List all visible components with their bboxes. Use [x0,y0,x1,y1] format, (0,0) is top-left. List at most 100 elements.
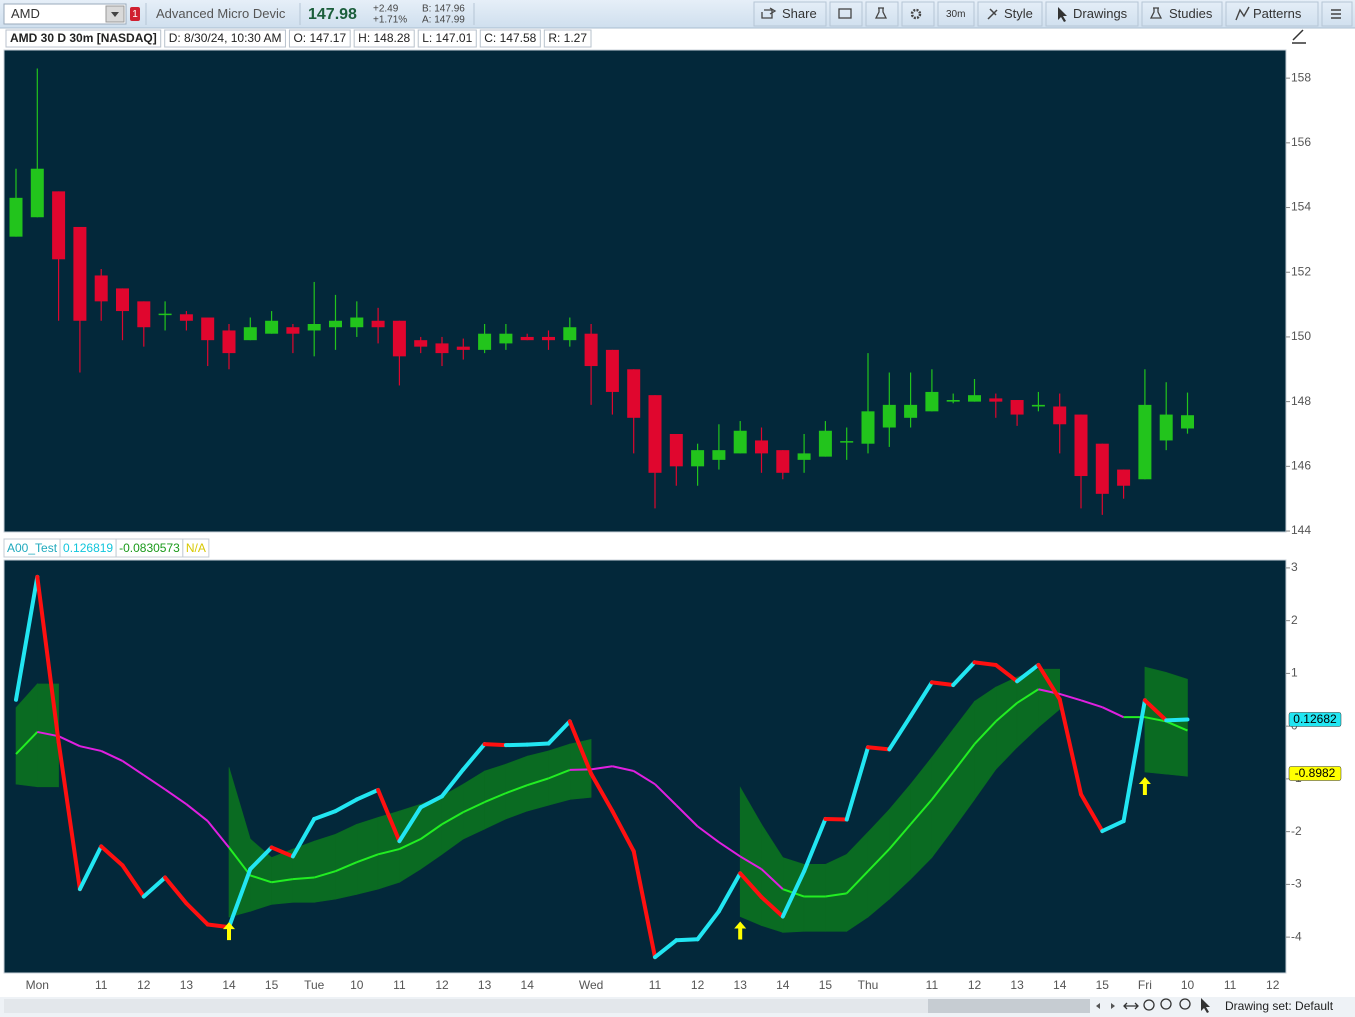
crosshair-icon[interactable] [1143,999,1155,1011]
drawings-button[interactable] [1045,1,1139,27]
y-tick-label: 158 [1291,70,1311,84]
settings-button[interactable] [901,1,935,27]
grid-button[interactable] [829,1,863,27]
candle-body [1031,404,1045,407]
candle-body [243,327,257,341]
info-field: H: 148.28 [358,31,410,45]
oscillator-segment [141,875,168,899]
oscillator-segment [525,741,551,747]
info-box [417,29,477,48]
pan-icon[interactable] [1123,1002,1139,1010]
signal-segment [292,876,315,881]
x-tick-label: 12 [137,978,151,992]
signal-segment [1080,699,1103,709]
menu-button[interactable] [1321,1,1353,27]
scroll-arrows[interactable] [1096,1003,1115,1009]
patterns-button[interactable] [1225,1,1319,27]
oscillator-segment [397,805,423,844]
signal-segment [164,788,187,806]
signal-segment [1016,688,1039,704]
y-tick-label: 3 [1291,560,1298,574]
oscillator-segment [589,771,615,814]
oscillator-segment [290,816,317,859]
y-tick-label: -3 [1291,877,1302,891]
oscillator-segment [674,937,700,943]
signal-segment [590,765,613,771]
flask-button[interactable] [865,1,899,27]
zoom-out-icon[interactable] [1179,998,1191,1010]
cloud-segment [1165,671,1188,777]
candle-body [627,369,641,418]
oscillator-segment [823,816,849,822]
signal-segment [1144,716,1167,723]
alert-badge[interactable] [130,7,140,21]
signal-segment [931,771,954,801]
info-box [353,29,415,48]
cloud-segment [313,833,336,903]
oscillator-segment [1015,662,1041,684]
y-tick-label: 152 [1291,264,1311,278]
drawing-tool-icon[interactable] [1292,29,1306,44]
signal-segment [612,765,634,772]
signal-segment [909,798,933,825]
info-box [164,29,286,48]
candle-body [329,320,342,328]
candle-body [201,317,215,341]
cloud-segment [335,823,358,900]
candle-body [158,313,172,316]
oscillator-segment [610,809,636,854]
y-tick-label: -4 [1291,929,1302,943]
candle-body [776,450,790,473]
candle-body [733,430,747,454]
candle-body [818,430,832,457]
studies-button[interactable] [1141,1,1223,27]
signal-segment [697,825,720,843]
oscillator-segment [14,574,40,702]
signal-segment [654,783,678,806]
dropdown-arrow [111,12,119,17]
x-tick-label: Tue [304,978,325,992]
style-button[interactable] [977,1,1043,27]
signal-segment [484,792,507,804]
zoom-in-icon[interactable] [1160,998,1172,1010]
aggregation-button[interactable] [937,1,975,27]
signal-segment [760,868,784,890]
x-tick-label: Wed [579,978,603,992]
signal-segment [1101,706,1125,719]
candle-body [1053,406,1067,425]
oscillator-segment [354,787,381,802]
candle-body [30,168,44,218]
candle-body [904,404,918,418]
scroll-thumb[interactable] [928,999,1090,1013]
candle-body [946,400,960,402]
x-tick-label: 12 [691,978,705,992]
oscillator-segment [35,574,61,744]
oscillator-segment [1121,698,1147,824]
y-tick-label: 1 [1291,666,1298,680]
candle-body [1159,414,1173,441]
description: Advanced Micro Devic [156,6,286,21]
candle-body [435,343,449,354]
candle-body [861,411,875,444]
oscillator-segment [1057,697,1083,797]
cursor-icon[interactable] [1201,998,1210,1013]
bid: B: 147.96 [422,4,465,15]
candle-body [925,391,939,412]
oscillator-segment [418,794,444,810]
x-tick-label: 13 [1010,978,1024,992]
legend-box [182,538,210,558]
signal-segment [739,855,763,870]
scroll-track[interactable] [4,999,1090,1013]
x-tick-label: 15 [1096,978,1110,992]
oscillator-segment [546,719,572,746]
signal-arrow [734,921,747,940]
aggregation-label: 30m [946,9,965,20]
share-button[interactable] [753,1,827,27]
symbol-input[interactable] [3,3,127,25]
x-tick-label: 10 [1181,978,1195,992]
settings-icon [910,8,922,20]
candle-body [1095,443,1109,494]
candle-body [968,395,981,402]
candle-body [797,453,811,460]
